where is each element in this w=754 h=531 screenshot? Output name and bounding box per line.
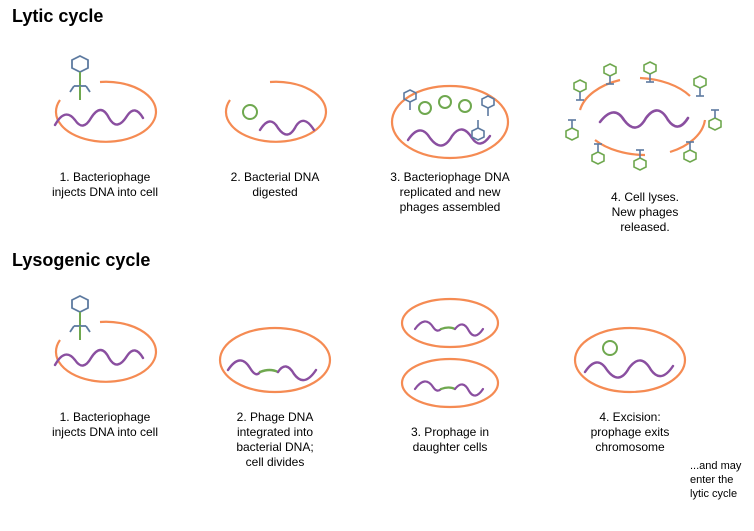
lysogenic-step-2-label: 2. Phage DNA integrated into bacterial D… bbox=[200, 410, 350, 470]
lysogenic-panel-3 bbox=[370, 285, 530, 425]
lysogenic-step-1-label: 1. Bacteriophage injects DNA into cell bbox=[30, 410, 180, 440]
lytic-title: Lytic cycle bbox=[12, 6, 103, 27]
lytic-step-2-label: 2. Bacterial DNA digested bbox=[200, 170, 350, 200]
lysogenic-step-4-label: 4. Excision: prophage exits chromosome bbox=[555, 410, 705, 455]
lysogenic-panel-1 bbox=[30, 290, 180, 410]
lytic-step-3-label: 3. Bacteriophage DNA replicated and new … bbox=[370, 170, 530, 215]
lysogenic-panel-2 bbox=[200, 300, 350, 410]
lytic-panel-2 bbox=[200, 50, 350, 170]
lysogenic-title: Lysogenic cycle bbox=[12, 250, 150, 271]
lysogenic-panel-4 bbox=[555, 300, 705, 410]
lytic-step-4-label: 4. Cell lyses. New phages released. bbox=[570, 190, 720, 235]
lytic-panel-1 bbox=[30, 50, 180, 170]
lytic-step-1-label: 1. Bacteriophage injects DNA into cell bbox=[30, 170, 180, 200]
lysogenic-trailing-label: ...and may enter the lytic cycle bbox=[690, 460, 750, 501]
lytic-panel-3 bbox=[370, 50, 530, 170]
lytic-panel-4 bbox=[550, 40, 740, 180]
lysogenic-step-3-label: 3. Prophage in daughter cells bbox=[370, 425, 530, 455]
